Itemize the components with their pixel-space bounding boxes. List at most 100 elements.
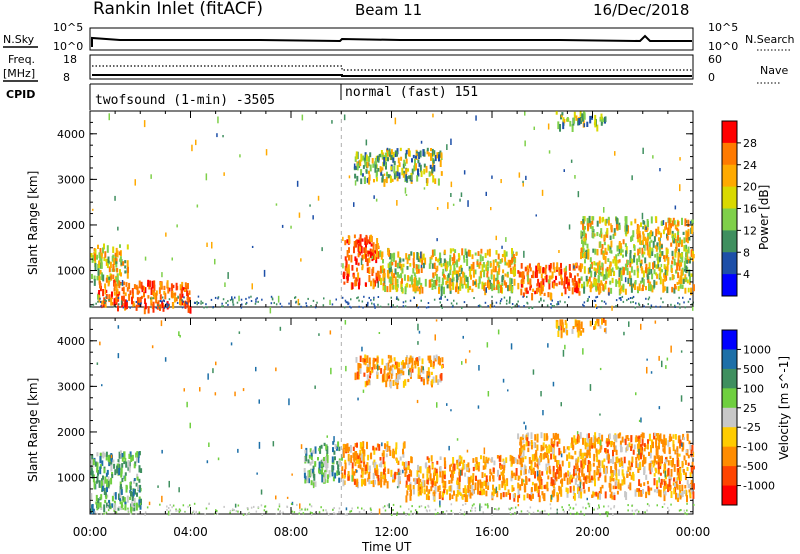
echo-point [683,509,686,512]
echo-point [471,507,473,509]
echo-cell [352,478,355,482]
echo-cell [572,444,575,449]
echo-cell [550,438,553,444]
echo-cell [443,489,446,493]
echo-cell [407,461,410,466]
echo-cell [138,280,141,289]
echo-cell [304,476,307,481]
echo-cell [357,252,360,258]
echo-point [494,508,496,510]
echo-cell [382,471,385,479]
echo-cell [556,321,559,329]
echo-cell [517,489,520,496]
echo-point [450,409,452,412]
echo-cell [103,297,106,304]
echo-cell [459,492,462,496]
echo-point [487,505,489,507]
echo-point [680,350,683,353]
echo-cell [628,471,631,476]
echo-cell [672,444,675,452]
echo-point [230,342,233,346]
echo-cell [478,276,481,285]
echo-cell [483,473,486,477]
echo-cell [560,268,563,275]
echo-cell [642,220,645,225]
echo-point [205,173,208,181]
echo-cell [674,249,677,255]
echo-cell [363,463,365,467]
echo-cell [162,305,165,312]
echo-cell [417,367,420,376]
echo-cell [353,478,356,485]
echo-cell [99,269,102,275]
echo-cell [434,471,437,476]
echo-cell [645,263,648,269]
echo-point [314,306,317,309]
echo-cell [439,252,442,259]
echo-cell [356,267,358,272]
echo-cell [671,286,674,293]
echo-point [563,510,565,513]
echo-cell [504,484,507,491]
echo-cell [161,300,164,308]
echo-cell [356,459,359,464]
echo-cell [610,466,613,473]
echo-point [445,513,448,516]
echo-cell [364,152,367,158]
echo-cell [677,221,680,226]
echo-cell [593,261,596,266]
echo-cell [389,284,392,293]
echo-cell [679,495,682,500]
echo-region [517,432,695,503]
echo-cell [584,452,586,457]
echo-cell [649,463,652,470]
echo-cell [102,274,105,282]
echo-point [589,384,592,391]
echo-point [506,299,508,302]
echo-point [487,305,489,308]
echo-cell [411,278,414,285]
echo-point [216,512,219,515]
echo-point [487,391,490,397]
echo-cell [615,449,618,456]
echo-point [461,271,464,275]
echo-cell [383,468,385,475]
echo-cell [655,450,658,456]
echo-cell [419,486,421,490]
y-tick-label: 2000 [57,219,85,232]
echo-cell [626,435,629,439]
echo-cell [619,267,622,271]
echo-cell [394,153,397,157]
echo-cell [492,484,494,491]
echo-cell [641,439,644,446]
echo-point [94,511,96,514]
echo-cell [684,257,687,264]
echo-cell [484,462,487,470]
echo-point [126,300,128,303]
echo-point [539,511,541,514]
echo-cell [336,461,339,465]
echo-cell [555,434,558,439]
echo-cell [451,470,454,478]
echo-cell [363,460,366,466]
echo-cell [663,264,666,269]
echo-cell [489,262,492,267]
echo-cell [621,249,624,253]
echo-point [307,297,309,300]
echo-point [326,435,328,438]
echo-cell [332,476,335,482]
echo-point [210,298,213,301]
echo-cell [118,451,121,459]
echo-point [143,120,146,128]
echo-cell [385,446,388,452]
echo-cell [131,296,133,305]
echo-cell [450,463,453,467]
echo-point [327,513,330,516]
echo-cell [665,482,668,489]
echo-point [175,509,177,512]
echo-point [638,302,640,305]
echo-cell [618,241,621,245]
echo-cell [467,462,470,470]
echo-point [528,511,530,514]
echo-cell [571,328,574,334]
